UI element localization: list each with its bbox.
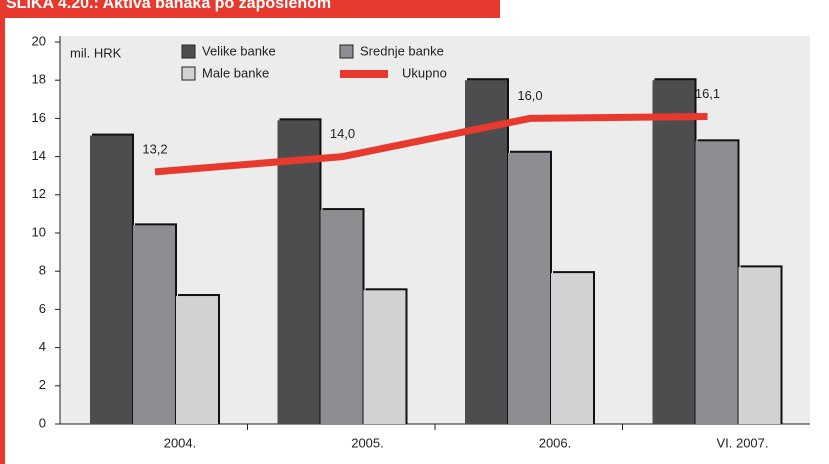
legend-label: Velike banke bbox=[202, 43, 276, 58]
bar bbox=[363, 290, 406, 424]
x-tick-label: 2005. bbox=[351, 435, 384, 450]
bar bbox=[695, 141, 738, 424]
bar bbox=[508, 152, 550, 424]
y-tick-label: 20 bbox=[32, 33, 46, 48]
y-tick-label: 6 bbox=[39, 301, 46, 316]
bar bbox=[133, 225, 175, 424]
x-tick-label: VI. 2007. bbox=[716, 435, 768, 450]
y-tick-label: 18 bbox=[32, 72, 46, 87]
bar bbox=[320, 210, 363, 424]
x-tick-label: 2006. bbox=[539, 435, 572, 450]
y-tick-label: 8 bbox=[39, 263, 46, 278]
y-tick-label: 14 bbox=[32, 148, 46, 163]
y-tick-label: 0 bbox=[39, 415, 46, 430]
legend-swatch bbox=[181, 44, 196, 59]
x-tick-label: 2004. bbox=[164, 435, 197, 450]
y-tick-label: 4 bbox=[39, 339, 46, 354]
bar bbox=[176, 296, 218, 424]
bar bbox=[738, 267, 781, 424]
bar bbox=[465, 80, 507, 424]
bar bbox=[652, 80, 695, 424]
legend-label: Ukupno bbox=[402, 65, 447, 80]
legend-swatch bbox=[340, 70, 388, 78]
line bbox=[154, 112, 708, 176]
y-tick-label: 10 bbox=[32, 224, 46, 239]
legend-label: Male banke bbox=[202, 65, 269, 80]
bar bbox=[90, 135, 132, 424]
header-bar bbox=[0, 0, 500, 18]
y-axis-unit: mil. HRK bbox=[70, 45, 122, 60]
data-label: 16,0 bbox=[517, 88, 542, 103]
legend-swatch bbox=[339, 44, 354, 59]
chart-title: SLIKA 4.20.: Aktiva banaka po zaposlenom bbox=[6, 0, 331, 12]
data-label: 14,0 bbox=[330, 126, 355, 141]
bar bbox=[551, 273, 593, 424]
frame-edge bbox=[0, 0, 5, 464]
legend-label: Srednje banke bbox=[360, 43, 444, 58]
bar bbox=[277, 120, 320, 424]
y-tick-label: 16 bbox=[32, 110, 46, 125]
data-label: 13,2 bbox=[142, 141, 167, 156]
y-tick-label: 12 bbox=[32, 186, 46, 201]
y-tick-label: 2 bbox=[39, 377, 46, 392]
legend-swatch bbox=[181, 66, 196, 81]
data-label: 16,1 bbox=[695, 86, 720, 101]
